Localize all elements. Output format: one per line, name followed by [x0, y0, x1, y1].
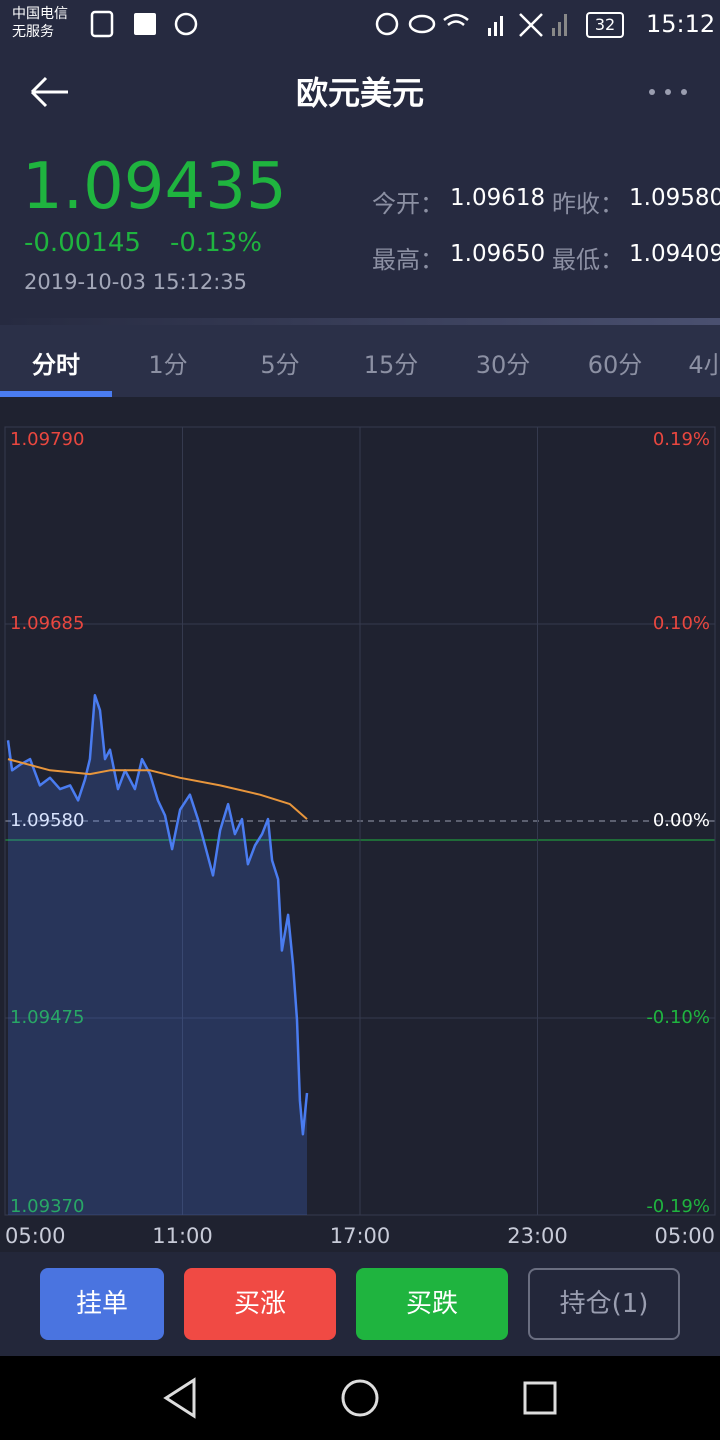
- stat-value: 1.09650: [450, 241, 546, 267]
- price-line: [6, 694, 309, 1136]
- action-bar: 挂单 买涨 买跌 持仓(1): [0, 1252, 720, 1356]
- period-tab[interactable]: 60分: [587, 351, 643, 379]
- stat-label: 今开：: [372, 190, 444, 218]
- y-tick-label: 1.09580: [10, 810, 84, 831]
- stat-label: 最高：: [372, 246, 444, 274]
- quote-panel: [0, 50, 720, 320]
- y2-tick-label: -0.10%: [646, 1007, 710, 1028]
- period-tab[interactable]: 5分: [260, 351, 300, 379]
- back-button[interactable]: [28, 74, 72, 110]
- status-bar: 中国电信 无服务 32 15:12: [0, 0, 720, 50]
- clock: 15:12: [646, 10, 716, 38]
- y2-tick-label: 0.00%: [653, 810, 710, 831]
- more-button[interactable]: [644, 84, 692, 100]
- stat-value: 1.09580: [629, 185, 720, 211]
- stat-value: 1.09409: [629, 241, 720, 267]
- price-chart: 1.09790 1.09685 1.09580 1.09475 1.09370 0.19%…: [0, 397, 720, 1252]
- price-change: -0.00145: [24, 228, 141, 258]
- service-status: 无服务: [12, 24, 54, 40]
- y-tick-label: 1.09685: [10, 613, 84, 634]
- carrier: 中国电信: [12, 6, 68, 22]
- period-tab[interactable]: 1分: [148, 351, 188, 379]
- period-tab[interactable]: 30分: [475, 351, 531, 379]
- x-tick-label: 17:00: [330, 1224, 391, 1248]
- positions-button[interactable]: 持仓(1): [528, 1268, 680, 1340]
- active-tab-indicator: [0, 391, 112, 397]
- buy-up-button[interactable]: 买涨: [184, 1268, 336, 1340]
- x-tick-label: 23:00: [507, 1224, 568, 1248]
- stat-label: 昨收：: [552, 190, 624, 218]
- stat-label: 最低：: [552, 246, 624, 274]
- page-title: 欧元美元: [295, 74, 424, 112]
- nav-recent[interactable]: [523, 1381, 557, 1415]
- y-tick-label: 1.09790: [10, 429, 84, 450]
- period-tabs: 分时 1分 5分 15分 30分 60分 4小时: [0, 325, 720, 397]
- price-change-pct: -0.13%: [170, 228, 262, 258]
- y-tick-label: 1.09370: [10, 1196, 84, 1217]
- battery: 32: [586, 12, 624, 38]
- x-tick-label: 05:00: [654, 1224, 715, 1248]
- status-icons: [90, 10, 198, 38]
- average-line: [7, 758, 308, 820]
- navigation-bar: [0, 1356, 720, 1440]
- period-tab[interactable]: 15分: [363, 351, 419, 379]
- y2-tick-label: 0.10%: [653, 613, 710, 634]
- timestamp: 2019-10-03 15:12:35: [24, 270, 248, 294]
- x-tick-label: 05:00: [5, 1224, 66, 1248]
- order-button[interactable]: 挂单: [40, 1268, 164, 1340]
- buy-down-button[interactable]: 买跌: [356, 1268, 508, 1340]
- x-tick-label: 11:00: [152, 1224, 213, 1248]
- nav-home[interactable]: [341, 1379, 379, 1417]
- y2-tick-label: -0.19%: [646, 1196, 710, 1217]
- stat-value: 1.09618: [450, 185, 546, 211]
- nav-back[interactable]: [163, 1377, 196, 1419]
- period-tab[interactable]: 分时: [32, 351, 80, 379]
- current-price: 1.09435: [22, 150, 287, 224]
- period-tab[interactable]: 4小时: [688, 351, 720, 379]
- divider: [0, 318, 720, 325]
- y-tick-label: 1.09475: [10, 1007, 84, 1028]
- y2-tick-label: 0.19%: [653, 429, 710, 450]
- status-icons-right: [375, 12, 567, 37]
